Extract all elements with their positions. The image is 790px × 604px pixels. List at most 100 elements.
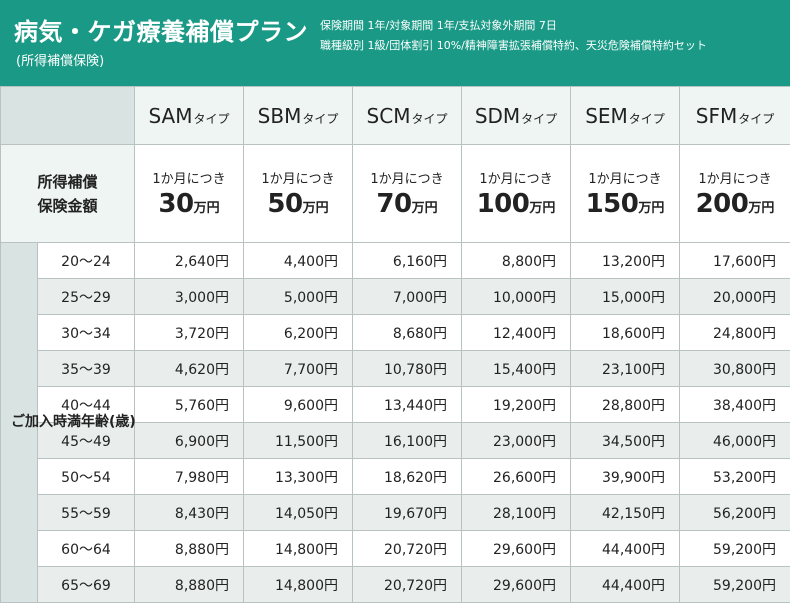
premium-cell: 6,900円	[134, 422, 244, 459]
age-range-cell: 50〜54	[37, 458, 135, 495]
amount-label-line-1: 所得補償	[37, 172, 98, 191]
premium-cell: 30,800円	[679, 350, 790, 387]
amount-label-line-2: 保険金額	[37, 196, 98, 215]
premium-cell: 13,300円	[243, 458, 353, 495]
premium-rows: ご加入時満年齢(歳)20〜242,640円4,400円6,160円8,800円1…	[0, 242, 790, 603]
amount-cell: 1か月につき 50万円	[243, 144, 353, 243]
plan-suffix: タイプ	[521, 111, 558, 126]
plan-header-scm: SCMタイプ	[352, 86, 462, 145]
plan-suffix: タイプ	[411, 111, 448, 126]
amount-value: 100	[476, 189, 530, 219]
premium-cell: 8,880円	[134, 566, 244, 603]
age-range-cell: 45〜49	[37, 422, 135, 459]
amount-unit: 万円	[411, 201, 438, 216]
amount-value: 200	[695, 189, 749, 219]
amount-row: 所得補償 保険金額 1か月につき 30万円 1か月につき 50万円 1か月につき 70…	[0, 144, 790, 243]
plan-header-row: SAMタイプ SBMタイプ SCMタイプ SDMタイプ SEMタイプ SFMタイ…	[0, 86, 790, 145]
table-row: 40〜44 5,760円 9,600円 13,440円 19,200円 28,800円 38…	[1, 386, 790, 423]
premium-table: SAMタイプ SBMタイプ SCMタイプ SDMタイプ SEMタイプ SFMタイ…	[0, 86, 790, 603]
plan-suffix: タイプ	[738, 111, 775, 126]
premium-cell: 29,600円	[461, 566, 571, 603]
premium-cell: 10,000円	[461, 278, 571, 315]
amount-unit: 万円	[193, 201, 220, 216]
page-subtitle: (所得補償保険)	[16, 54, 105, 69]
premium-cell: 5,000円	[243, 278, 353, 315]
premium-cell: 10,780円	[352, 350, 462, 387]
premium-cell: 59,200円	[679, 530, 790, 567]
premium-cell: 20,720円	[352, 530, 462, 567]
premium-cell: 18,620円	[352, 458, 462, 495]
age-range-cell: 25〜29	[37, 278, 135, 315]
premium-cell: 15,400円	[461, 350, 571, 387]
premium-cell: 44,400円	[570, 566, 680, 603]
premium-cell: 16,100円	[352, 422, 462, 459]
table-row: 55〜59 8,430円 14,050円 19,670円 28,100円 42,150円 5…	[1, 494, 790, 531]
plan-suffix: タイプ	[193, 111, 230, 126]
premium-cell: 28,800円	[570, 386, 680, 423]
amount-cell: 1か月につき 100万円	[461, 144, 571, 243]
premium-cell: 8,430円	[134, 494, 244, 531]
coverage-info: 保険期間 1年/対象期間 1年/支払対象外期間 7日 職種級別 1級/団体割引 …	[320, 16, 707, 56]
premium-cell: 19,670円	[352, 494, 462, 531]
per-month-label: 1か月につき	[479, 172, 553, 187]
per-month-label: 1か月につき	[588, 172, 662, 187]
age-range-cell: 30〜34	[37, 314, 135, 351]
premium-cell: 11,500円	[243, 422, 353, 459]
premium-cell: 20,000円	[679, 278, 790, 315]
amount-value: 70	[376, 189, 412, 219]
plan-header-sbm: SBMタイプ	[243, 86, 353, 145]
premium-cell: 23,100円	[570, 350, 680, 387]
premium-cell: 53,200円	[679, 458, 790, 495]
plan-code: SBM	[257, 103, 302, 128]
plan-suffix: タイプ	[628, 111, 665, 126]
premium-cell: 15,000円	[570, 278, 680, 315]
corner-cell	[0, 86, 135, 145]
premium-cell: 2,640円	[134, 242, 244, 279]
premium-cell: 7,000円	[352, 278, 462, 315]
amount-cell: 1か月につき 30万円	[134, 144, 244, 243]
age-range-cell: 20〜24	[37, 242, 135, 279]
coverage-info-line-1: 保険期間 1年/対象期間 1年/支払対象外期間 7日	[320, 19, 557, 32]
premium-cell: 20,720円	[352, 566, 462, 603]
premium-cell: 19,200円	[461, 386, 571, 423]
premium-cell: 6,200円	[243, 314, 353, 351]
age-header-label: ご加入時満年齢(歳)	[11, 412, 136, 433]
age-range-cell: 35〜39	[37, 350, 135, 387]
coverage-info-line-2: 職種級別 1級/団体割引 10%/精神障害拡張補償特約、天災危険補償特約セット	[320, 39, 707, 52]
amount-cell: 1か月につき 150万円	[570, 144, 680, 243]
table-row: 25〜29 3,000円 5,000円 7,000円 10,000円 15,000円 20,…	[1, 278, 790, 315]
plan-code: SEM	[585, 103, 628, 128]
premium-cell: 39,900円	[570, 458, 680, 495]
premium-cell: 5,760円	[134, 386, 244, 423]
per-month-label: 1か月につき	[152, 172, 226, 187]
premium-cell: 4,400円	[243, 242, 353, 279]
premium-cell: 17,600円	[679, 242, 790, 279]
premium-cell: 24,800円	[679, 314, 790, 351]
premium-cell: 13,200円	[570, 242, 680, 279]
premium-cell: 18,600円	[570, 314, 680, 351]
table-row: 30〜34 3,720円 6,200円 8,680円 12,400円 18,600円 24,…	[1, 314, 790, 351]
plan-code: SAM	[148, 103, 193, 128]
plan-header-sem: SEMタイプ	[570, 86, 680, 145]
header-banner: 病気・ケガ療養補償プラン (所得補償保険) 保険期間 1年/対象期間 1年/支払…	[0, 0, 790, 86]
amount-value: 30	[158, 189, 194, 219]
amount-cell: 1か月につき 200万円	[679, 144, 790, 243]
premium-cell: 3,000円	[134, 278, 244, 315]
premium-cell: 12,400円	[461, 314, 571, 351]
amount-label: 所得補償 保険金額	[0, 144, 135, 243]
premium-cell: 34,500円	[570, 422, 680, 459]
table-row: ご加入時満年齢(歳)20〜242,640円4,400円6,160円8,800円1…	[0, 242, 790, 603]
plan-header-sfm: SFMタイプ	[679, 86, 790, 145]
premium-cell: 14,800円	[243, 530, 353, 567]
plan-header-sam: SAMタイプ	[134, 86, 244, 145]
plan-code: SFM	[695, 103, 738, 128]
age-range-cell: 55〜59	[37, 494, 135, 531]
premium-cell: 44,400円	[570, 530, 680, 567]
plan-code: SCM	[366, 103, 411, 128]
plan-code: SDM	[474, 103, 521, 128]
amount-value: 50	[267, 189, 303, 219]
plan-suffix: タイプ	[302, 111, 339, 126]
amount-value: 150	[585, 189, 639, 219]
table-row: 65〜69 8,880円 14,800円 20,720円 29,600円 44,400円 5…	[1, 566, 790, 603]
amount-unit: 万円	[302, 201, 329, 216]
